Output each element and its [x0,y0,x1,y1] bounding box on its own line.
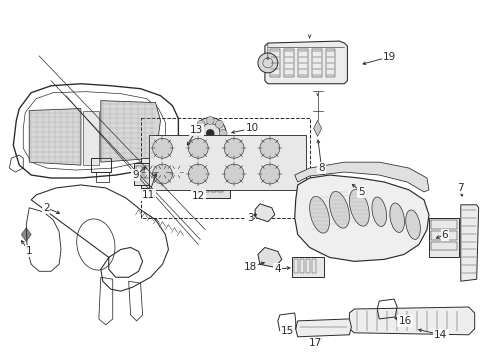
Circle shape [260,164,280,184]
Bar [136,166,142,178]
Polygon shape [294,175,429,261]
Circle shape [216,120,223,128]
Polygon shape [29,109,81,165]
Bar [312,260,316,273]
Text: 7: 7 [458,183,464,193]
Bar [211,182,216,192]
Bar [306,260,310,273]
Circle shape [152,138,172,158]
Bar [292,257,323,277]
Text: 13: 13 [190,125,203,135]
Bar [431,220,457,229]
Circle shape [144,167,153,177]
Circle shape [224,164,244,184]
Polygon shape [101,100,161,162]
Circle shape [224,138,244,158]
Polygon shape [258,247,282,267]
Circle shape [260,138,280,158]
Bar [429,218,459,257]
Bar [431,231,457,239]
Text: 10: 10 [245,123,259,134]
Circle shape [157,167,168,177]
Text: 11: 11 [142,190,155,200]
Bar [312,49,321,77]
Text: 1: 1 [26,247,32,256]
Text: 9: 9 [132,170,139,180]
Circle shape [258,53,278,73]
Bar [196,178,230,198]
Circle shape [206,129,214,137]
Bar [197,182,202,192]
Circle shape [195,117,226,149]
Bar [141,158,188,188]
Bar [300,260,304,273]
Polygon shape [21,228,31,242]
Polygon shape [461,205,479,281]
Text: 8: 8 [318,163,325,173]
Text: 19: 19 [383,52,396,62]
Bar [148,135,306,190]
Text: 15: 15 [281,326,294,336]
Text: 14: 14 [434,330,447,340]
Text: 6: 6 [441,230,448,239]
Text: 16: 16 [398,316,412,326]
Bar [151,166,157,178]
Bar [218,182,223,192]
Bar [83,111,99,165]
Text: 5: 5 [358,187,365,197]
Circle shape [197,139,205,147]
Circle shape [172,167,181,177]
Polygon shape [295,319,351,337]
Bar [284,49,294,77]
Bar [141,118,310,218]
Bar [298,49,308,77]
Ellipse shape [330,192,349,228]
Circle shape [216,139,223,147]
Ellipse shape [349,189,369,226]
Circle shape [197,120,205,128]
Bar [144,166,149,178]
Bar [204,182,209,192]
Circle shape [152,164,172,184]
Ellipse shape [390,203,404,233]
Ellipse shape [372,197,387,226]
Circle shape [219,129,227,137]
Polygon shape [265,41,347,84]
Polygon shape [294,162,429,192]
Circle shape [188,164,208,184]
Ellipse shape [406,210,420,239]
Circle shape [193,129,201,137]
Circle shape [188,138,208,158]
Polygon shape [349,307,475,335]
Polygon shape [314,121,321,136]
Text: 3: 3 [246,213,253,223]
Bar [134,163,164,185]
Circle shape [206,142,214,150]
Bar [431,242,457,251]
Text: 17: 17 [309,338,322,348]
Bar [325,49,336,77]
Bar [270,49,280,77]
Text: 18: 18 [244,262,257,272]
Bar [91,158,111,172]
Bar [294,260,298,273]
Circle shape [206,117,214,125]
Text: 2: 2 [43,203,49,213]
Text: 12: 12 [192,191,205,201]
Text: 4: 4 [274,264,281,274]
Ellipse shape [310,196,329,233]
Polygon shape [255,204,275,222]
